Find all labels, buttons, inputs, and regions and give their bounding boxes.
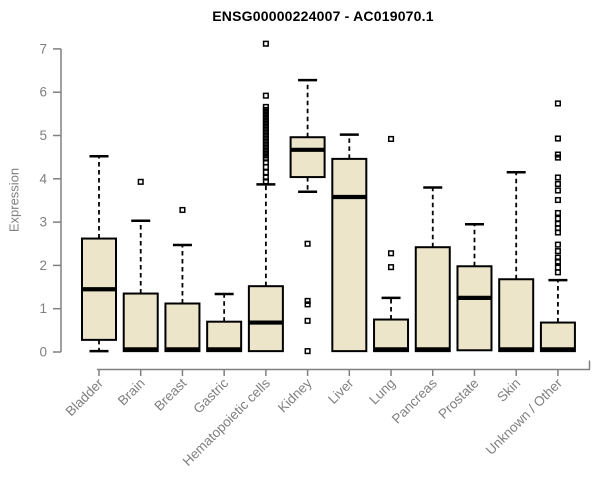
outlier-point <box>304 297 311 304</box>
outlier-point <box>387 264 395 271</box>
box-Prostate <box>456 265 493 352</box>
box-Unknown / Other <box>539 321 576 353</box>
x-category-label: Gastric <box>190 375 231 416</box>
outlier-point <box>262 164 269 171</box>
x-category-label: Breast <box>151 375 189 413</box>
x-category-label: Lung <box>366 376 398 408</box>
y-tick-label: 2 <box>39 258 47 273</box>
outlier-point <box>554 241 561 248</box>
x-category-label: Unknown / Other <box>483 375 566 458</box>
outlier-point <box>554 196 561 204</box>
outlier-point <box>554 258 561 265</box>
outlier-point <box>554 154 561 161</box>
outlier-point <box>262 92 269 99</box>
outlier-point <box>554 215 561 222</box>
box-Lung <box>373 318 410 353</box>
y-tick-label: 7 <box>39 41 47 56</box>
outlier-point <box>554 180 561 188</box>
outlier-point <box>554 264 561 271</box>
outlier-point <box>554 209 561 217</box>
box-Breast <box>164 302 201 353</box>
outlier-point <box>304 317 311 324</box>
x-category-label: Kidney <box>275 375 315 415</box>
box-Pancreas <box>414 246 451 353</box>
x-category-label: Pancreas <box>389 375 440 426</box>
outlier-point <box>554 229 561 236</box>
x-category-label: Prostate <box>435 376 481 422</box>
outlier-point <box>387 250 395 257</box>
box-Kidney <box>289 136 326 179</box>
outlier-point <box>262 159 269 166</box>
box-Hematopoietic cells <box>247 285 284 353</box>
y-tick-label: 5 <box>39 128 47 143</box>
x-category-label: Skin <box>494 376 523 405</box>
box-Brain <box>122 292 159 353</box>
outlier-point <box>554 248 561 255</box>
outlier-point <box>554 187 561 194</box>
outlier-point <box>554 135 561 142</box>
y-tick-label: 1 <box>39 301 47 316</box>
y-tick-label: 4 <box>39 171 47 186</box>
y-tick-label: 3 <box>39 215 47 230</box>
outlier-point <box>554 269 561 276</box>
outlier-point <box>137 178 144 185</box>
outlier-point <box>304 240 311 247</box>
box-Gastric <box>206 320 243 353</box>
outlier-point <box>554 174 561 181</box>
outlier-point <box>304 301 311 308</box>
outlier-point <box>179 206 186 214</box>
box-Liver <box>331 157 368 353</box>
x-category-label: Brain <box>115 376 148 409</box>
chart-title: ENSG00000224007 - AC019070.1 <box>212 8 434 24</box>
y-tick-label: 0 <box>39 345 47 360</box>
box-Skin <box>498 278 535 353</box>
outlier-point <box>304 348 311 355</box>
outlier-point <box>262 169 269 176</box>
outlier-point <box>387 135 395 143</box>
x-category-label: Liver <box>325 375 357 407</box>
y-tick-label: 6 <box>39 85 47 100</box>
outlier-point <box>262 40 269 47</box>
outlier-point <box>554 100 561 107</box>
outlier-point <box>262 178 269 185</box>
x-category-label: Bladder <box>63 375 107 419</box>
